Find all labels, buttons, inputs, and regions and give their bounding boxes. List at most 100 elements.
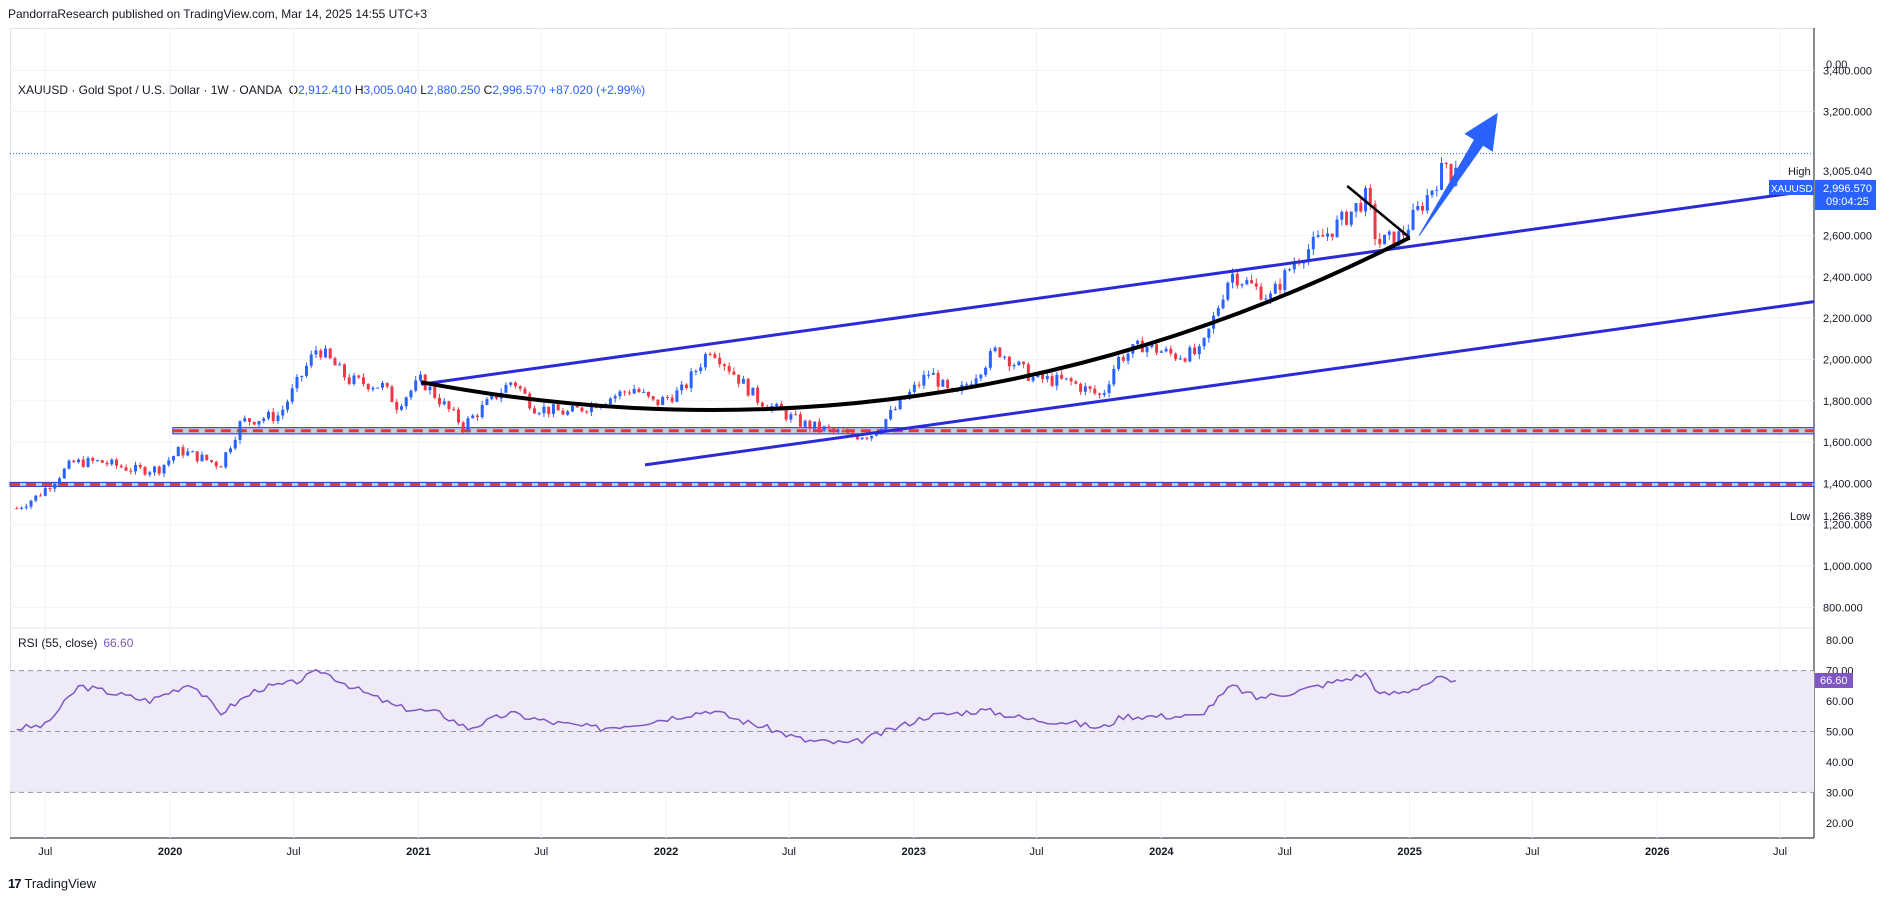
candle-body	[15, 508, 19, 510]
candle-body	[817, 421, 821, 431]
candle-body	[1444, 162, 1448, 165]
candle-body	[941, 379, 945, 387]
candle-body	[1321, 235, 1325, 237]
candle-body	[760, 402, 764, 407]
candle-body	[623, 391, 627, 393]
candle-body	[646, 391, 650, 397]
candle-body	[936, 372, 940, 387]
high-tag: High	[1788, 166, 1811, 178]
candle-body	[1435, 189, 1439, 191]
candle-body	[1354, 203, 1358, 212]
candle-body	[205, 454, 209, 461]
candle-body	[1288, 269, 1292, 271]
price-tick-label: 2,400.000	[1823, 272, 1872, 284]
candle-body	[1041, 372, 1045, 380]
candle-body	[1055, 374, 1059, 386]
candle-body	[480, 404, 484, 418]
candle-body	[119, 465, 123, 468]
candle-body	[1392, 231, 1396, 246]
candle-body	[452, 409, 456, 411]
time-tick-label: Jul	[1029, 846, 1043, 858]
candle-body	[186, 451, 190, 456]
candle-body	[1307, 249, 1311, 262]
rsi-legend[interactable]: RSI (55, close) 66.60	[18, 636, 133, 650]
candle-body	[689, 371, 693, 388]
candle-body	[1003, 356, 1007, 358]
price-tick-label: 2,000.000	[1823, 354, 1872, 366]
candle-body	[1278, 283, 1282, 290]
candle-body	[323, 348, 327, 358]
candle-body	[532, 408, 536, 414]
price-tick-label: 2,600.000	[1823, 231, 1872, 243]
candle-body	[300, 375, 304, 377]
candle-body	[1335, 219, 1339, 237]
price-tags: High 3,005.040 XAUUSD 2,996.570 09:04:25…	[1769, 166, 1876, 688]
candle-body	[1359, 203, 1363, 212]
candle-body	[86, 458, 90, 467]
price-axis-top-label: 0.00	[1826, 59, 1847, 71]
time-tick-label: 2021	[406, 846, 430, 858]
time-tick-label: 2024	[1149, 846, 1174, 858]
candle-body	[1012, 365, 1016, 367]
candle-body	[1069, 378, 1073, 382]
candle-body	[1060, 374, 1064, 379]
close-value: 2,996.570	[492, 83, 546, 97]
footer-branding[interactable]: 17 TradingView	[8, 876, 96, 891]
price-axis[interactable]: 0.00 3,400.0003,200.0002,800.0002,600.00…	[1823, 59, 1872, 614]
candle-body	[266, 411, 270, 419]
time-axis[interactable]: Jul 2020 Jul 2021 Jul 2022 Jul 2023 Jul 2024 Jul 20…	[38, 846, 1787, 858]
candle-body	[898, 398, 902, 410]
candle-body	[224, 452, 228, 468]
candle-body	[1245, 280, 1249, 285]
candle-body	[566, 411, 570, 415]
candle-body	[428, 386, 432, 391]
candle-body	[988, 351, 992, 368]
candle-body	[129, 470, 133, 472]
ohlc-close: C2,996.570	[484, 83, 549, 97]
candle-body	[1349, 211, 1353, 225]
candle-body	[670, 397, 674, 402]
candle-body	[1326, 233, 1330, 237]
candle-body	[390, 386, 394, 403]
rsi-value-box	[1815, 673, 1853, 688]
candle-body	[1421, 206, 1425, 211]
candle-body	[855, 435, 859, 440]
symbol-legend[interactable]: XAUUSD · Gold Spot / U.S. Dollar · 1W · …	[18, 83, 645, 97]
candle-body	[808, 420, 812, 429]
candle-body	[319, 350, 323, 358]
candle-body	[91, 458, 95, 461]
candle-body	[490, 394, 494, 400]
candle-body	[851, 432, 855, 436]
candle-body	[395, 402, 399, 410]
candle-body	[96, 460, 100, 462]
candle-body	[974, 378, 978, 385]
candle-body	[551, 404, 555, 414]
candle-body	[466, 418, 470, 431]
candle-body	[1330, 233, 1334, 237]
candle-body	[751, 387, 755, 396]
bullish-arrow	[1418, 112, 1498, 236]
high-value: 3,005.040	[363, 83, 417, 97]
candle-body	[1193, 347, 1197, 355]
candle-body	[784, 410, 788, 420]
candle-body	[547, 406, 551, 414]
candle-body	[262, 418, 266, 422]
candle-body	[1235, 273, 1239, 286]
candle-body	[1031, 377, 1035, 381]
candle-body	[238, 421, 242, 440]
drawings[interactable]	[10, 112, 1815, 467]
candle-body	[1378, 238, 1382, 245]
candle-body	[105, 462, 109, 465]
support-zones[interactable]	[9, 427, 1815, 487]
candle-body	[1183, 358, 1187, 362]
candle-body	[1406, 229, 1410, 236]
candle-body	[737, 374, 741, 384]
candle-body	[570, 405, 574, 412]
candle-body	[884, 419, 888, 430]
candle-body	[281, 409, 285, 416]
candle-body	[399, 406, 403, 410]
candle-body	[513, 382, 517, 387]
candle-body	[1126, 353, 1130, 361]
chart-pane[interactable]	[10, 28, 1815, 839]
